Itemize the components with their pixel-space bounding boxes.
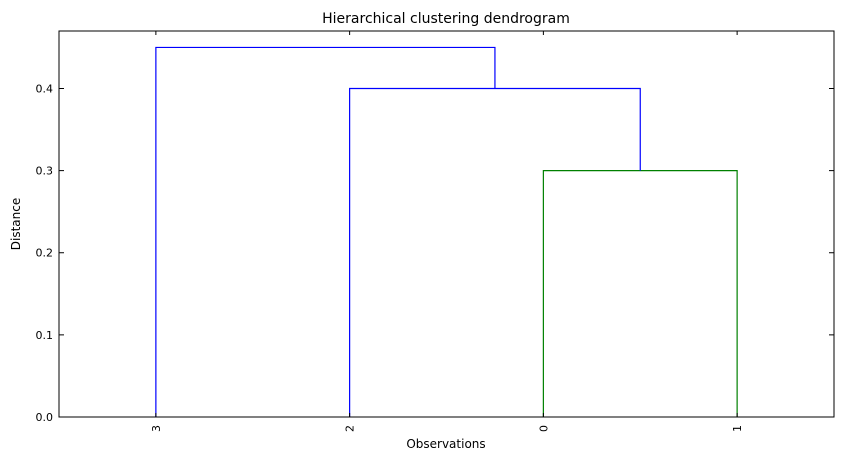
dendrogram-link-0 xyxy=(542,170,738,417)
plot-area xyxy=(155,46,738,417)
chart-title: Hierarchical clustering dendrogram xyxy=(322,11,570,27)
leaf-label: 1 xyxy=(731,425,744,432)
y-tick-label: 0.1 xyxy=(36,329,54,342)
y-tick-label: 0.4 xyxy=(36,82,54,95)
plot-frame xyxy=(58,30,835,418)
x-axis-label: Observations xyxy=(406,437,485,451)
axis-ticks: 0.0 0.1 0.2 0.3 0.4 3 2 0 1 xyxy=(36,31,834,432)
leaf-label: 2 xyxy=(344,425,357,432)
y-tick-label: 0.3 xyxy=(36,165,54,178)
y-axis-label: Distance xyxy=(9,198,23,250)
leaf-label: 3 xyxy=(150,425,163,432)
leaf-label: 0 xyxy=(537,425,550,432)
y-tick-label: 0.0 xyxy=(36,411,54,424)
y-tick-label: 0.2 xyxy=(36,247,54,260)
dendrogram-link-2 xyxy=(155,46,496,417)
dendrogram-link-1 xyxy=(349,87,641,417)
